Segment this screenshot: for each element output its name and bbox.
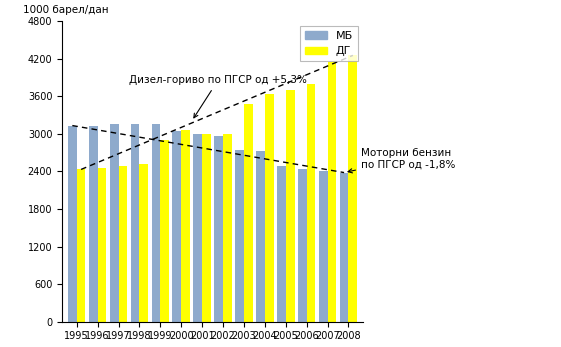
Bar [265,94,274,322]
Text: Дизел-гориво по ПГСР од +5,3%: Дизел-гориво по ПГСР од +5,3% [129,75,307,118]
Bar [307,84,315,322]
Bar [286,90,295,322]
Bar [319,171,328,322]
Bar [118,166,127,322]
Bar [131,124,140,322]
Bar [256,151,265,322]
Bar [202,134,211,322]
Text: 1000 барел/дан: 1000 барел/дан [23,5,109,15]
Bar [298,169,307,322]
Bar [151,124,160,322]
Bar [194,134,202,322]
Legend: МБ, ДГ: МБ, ДГ [300,26,357,61]
Bar [160,140,169,322]
Bar [140,164,148,322]
Bar [244,104,252,322]
Bar [328,62,337,322]
Bar [277,166,286,322]
Bar [110,124,118,322]
Bar [223,134,232,322]
Bar [68,126,77,322]
Bar [98,168,107,322]
Bar [340,172,348,322]
Bar [235,150,244,322]
Bar [214,136,223,322]
Bar [89,126,98,322]
Bar [348,56,357,322]
Bar [181,130,190,322]
Bar [77,169,85,322]
Bar [172,130,181,322]
Text: Моторни бензин
по ПГСР од -1,8%: Моторни бензин по ПГСР од -1,8% [348,148,456,173]
